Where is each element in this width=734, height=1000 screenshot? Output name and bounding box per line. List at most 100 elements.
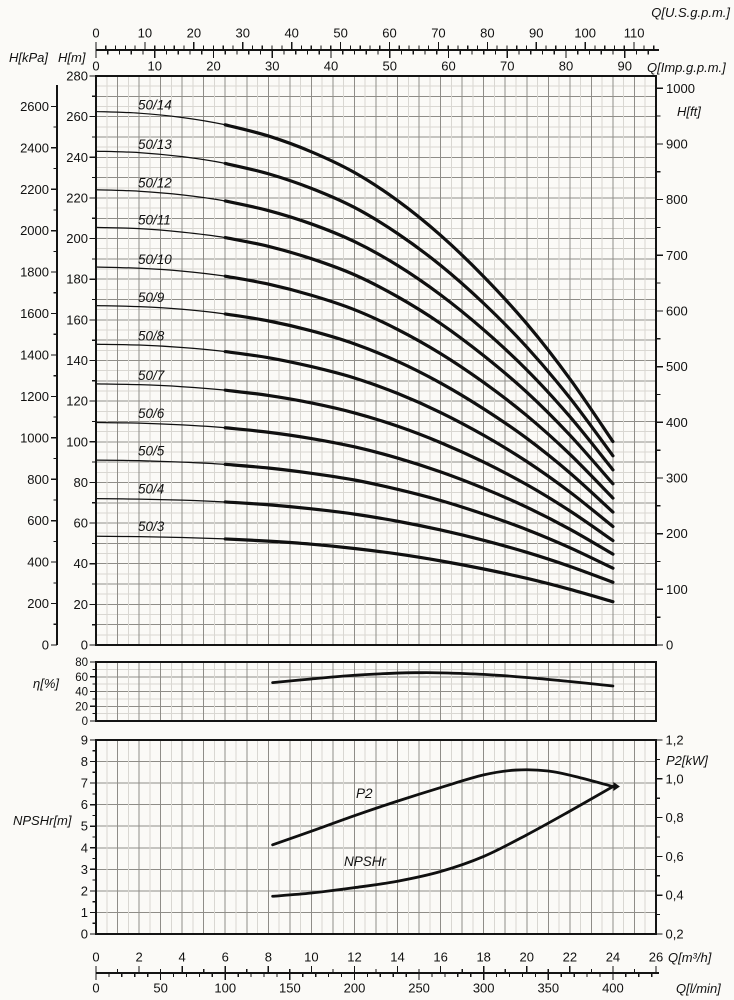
svg-text:80: 80	[559, 59, 573, 74]
curve-50-9: 50/9	[95, 290, 615, 514]
axis-h-m: 0 20 40 60 80 100 120 140 160 180 200 220 240 260 280	[66, 69, 96, 653]
svg-text:0: 0	[92, 950, 99, 965]
svg-text:1000: 1000	[666, 81, 695, 96]
svg-text:500: 500	[666, 359, 688, 374]
svg-text:0: 0	[82, 716, 88, 728]
svg-text:20: 20	[206, 59, 220, 74]
axis-title-eta: η[%]	[33, 676, 59, 691]
curve-50-6: 50/6	[95, 406, 615, 556]
svg-text:40: 40	[284, 26, 298, 41]
npsh-power-curves: P2 NPSHr	[271, 768, 620, 898]
curve-label-50-9: 50/9	[138, 290, 165, 305]
npsh-power-chart-grid	[96, 740, 656, 934]
curve-p2	[271, 768, 615, 847]
curve-50-4: 50/4	[95, 482, 615, 584]
axis-p2: 0,2 0,4 0,6 0,8 1,0 1,2	[656, 733, 684, 942]
axis-title-q-m3h: Q[m³/h]	[668, 950, 712, 965]
svg-text:2600: 2600	[20, 99, 49, 114]
svg-text:1,2: 1,2	[666, 733, 684, 748]
curve-label-npshr: NPSHr	[344, 854, 387, 869]
curve-npshr	[271, 785, 615, 898]
svg-text:50: 50	[153, 981, 167, 996]
svg-text:260: 260	[66, 109, 88, 124]
svg-text:250: 250	[408, 981, 430, 996]
svg-text:70: 70	[431, 26, 445, 41]
curve-50-7: 50/7	[95, 368, 615, 543]
svg-text:50: 50	[383, 59, 397, 74]
curve-label-50-7: 50/7	[138, 368, 165, 383]
svg-text:150: 150	[279, 981, 301, 996]
curve-label-p2: P2	[356, 786, 373, 801]
svg-text:20: 20	[187, 26, 201, 41]
svg-text:20: 20	[74, 597, 88, 612]
svg-text:1800: 1800	[20, 265, 49, 280]
svg-text:16: 16	[433, 950, 447, 965]
curve-label-50-3: 50/3	[138, 519, 165, 534]
svg-text:1200: 1200	[20, 389, 49, 404]
svg-text:800: 800	[666, 192, 688, 207]
axis-h-ft: 0 100 200 300 400 500 600 700 800 900 1000	[656, 81, 695, 653]
curve-50-3: 50/3	[95, 519, 615, 604]
curve-50-5: 50/5	[95, 444, 615, 570]
svg-text:100: 100	[66, 434, 88, 449]
svg-text:90: 90	[529, 26, 543, 41]
svg-text:10: 10	[148, 59, 162, 74]
svg-text:80: 80	[74, 475, 88, 490]
svg-text:2400: 2400	[20, 140, 49, 155]
svg-text:40: 40	[75, 687, 88, 699]
efficiency-chart-grid	[96, 662, 656, 721]
axis-title-npshr: NPSHr[m]	[13, 813, 72, 828]
svg-text:0,6: 0,6	[666, 849, 684, 864]
svg-text:0,4: 0,4	[666, 888, 684, 903]
curve-label-50-11: 50/11	[138, 213, 171, 228]
curve-50-13: 50/13	[95, 137, 615, 458]
svg-text:26: 26	[649, 950, 663, 965]
svg-text:400: 400	[27, 555, 49, 570]
svg-text:200: 200	[66, 231, 88, 246]
svg-text:800: 800	[27, 472, 49, 487]
axis-top-gpm: 0 10 20 30 40 50 60 70 80 90 100 110 0 10 20 30 40 50 60 70…	[92, 26, 659, 74]
svg-text:350: 350	[537, 981, 559, 996]
svg-text:30: 30	[265, 59, 279, 74]
svg-text:4: 4	[179, 950, 186, 965]
svg-text:24: 24	[606, 950, 620, 965]
curve-50-10: 50/10	[95, 252, 615, 500]
svg-text:1: 1	[81, 905, 88, 920]
svg-text:60: 60	[75, 672, 88, 684]
svg-text:2200: 2200	[20, 182, 49, 197]
curve-label-50-6: 50/6	[138, 406, 165, 421]
svg-text:2: 2	[135, 950, 142, 965]
svg-text:1600: 1600	[20, 306, 49, 321]
svg-text:0: 0	[92, 26, 99, 41]
svg-text:400: 400	[602, 981, 624, 996]
svg-text:220: 220	[66, 190, 88, 205]
svg-text:0: 0	[81, 927, 88, 942]
svg-text:5: 5	[81, 819, 88, 834]
svg-text:1000: 1000	[20, 430, 49, 445]
head-flow-curves: 50/14 50/13 50/12 50/11 50/10 50/9 50/8 50/7 50/…	[95, 98, 615, 604]
svg-text:700: 700	[666, 248, 688, 263]
efficiency-curve	[271, 671, 615, 688]
axis-eta: 0 20 40 60 80	[75, 657, 96, 728]
curve-50-8: 50/8	[95, 329, 615, 529]
main-chart-grid	[96, 76, 656, 645]
svg-text:20: 20	[75, 701, 88, 713]
svg-text:140: 140	[66, 353, 88, 368]
svg-text:2: 2	[81, 883, 88, 898]
svg-text:6: 6	[81, 797, 88, 812]
axis-bottom-flow: 0 2 4 6 8 10 12 14 16 18 20 22 24 260 50 100 150 200 250 30…	[92, 950, 663, 996]
svg-text:200: 200	[666, 526, 688, 541]
curve-eta	[271, 671, 615, 688]
svg-text:0: 0	[666, 638, 673, 653]
svg-text:70: 70	[500, 59, 514, 74]
svg-text:240: 240	[66, 150, 88, 165]
svg-text:0: 0	[92, 981, 99, 996]
svg-text:80: 80	[480, 26, 494, 41]
curve-50-14: 50/14	[95, 98, 615, 444]
svg-text:4: 4	[81, 840, 88, 855]
svg-text:200: 200	[27, 596, 49, 611]
svg-text:100: 100	[666, 582, 688, 597]
curve-label-50-4: 50/4	[138, 482, 164, 497]
